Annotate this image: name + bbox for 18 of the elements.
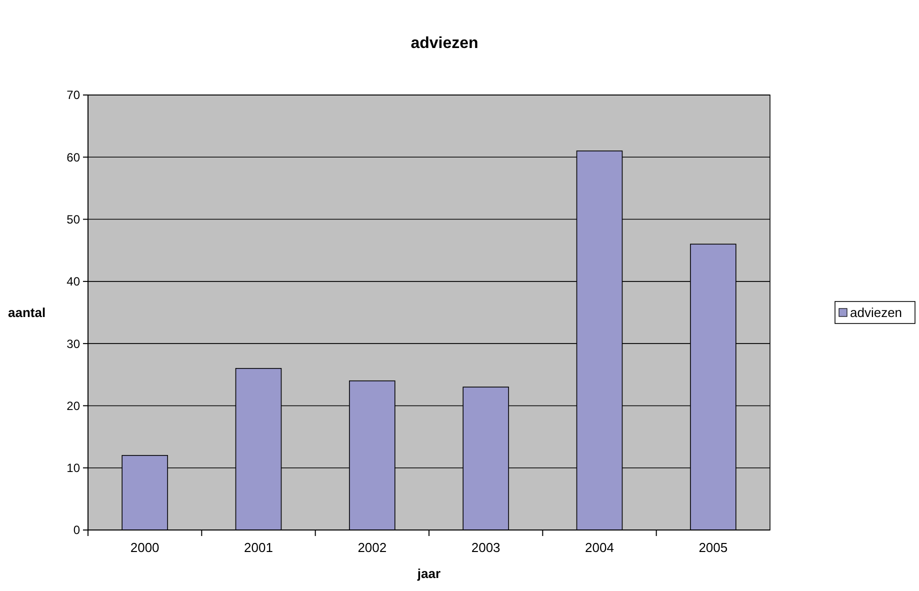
- y-tick-label: 70: [66, 88, 80, 102]
- y-tick-label: 50: [66, 212, 80, 226]
- x-tick-label: 2002: [358, 540, 387, 555]
- y-tick-label: 20: [66, 398, 80, 413]
- y-tick-label: 60: [66, 150, 80, 164]
- x-tick-label: 2005: [698, 540, 728, 555]
- y-tick-label: 30: [66, 336, 80, 351]
- y-tick-label: 40: [66, 274, 80, 289]
- x-axis-title: jaar: [416, 566, 441, 581]
- y-tick-label: 0: [73, 523, 80, 538]
- x-tick-label: 2004: [585, 540, 614, 555]
- chart-title: adviezen: [410, 35, 478, 52]
- y-axis-title: aantal: [8, 305, 46, 320]
- legend-label: adviezen: [850, 305, 902, 320]
- x-tick-label: 2003: [471, 540, 500, 555]
- x-tick-label: 2001: [244, 540, 273, 555]
- x-tick-label: 2000: [130, 540, 160, 555]
- y-tick-label: 10: [66, 461, 80, 476]
